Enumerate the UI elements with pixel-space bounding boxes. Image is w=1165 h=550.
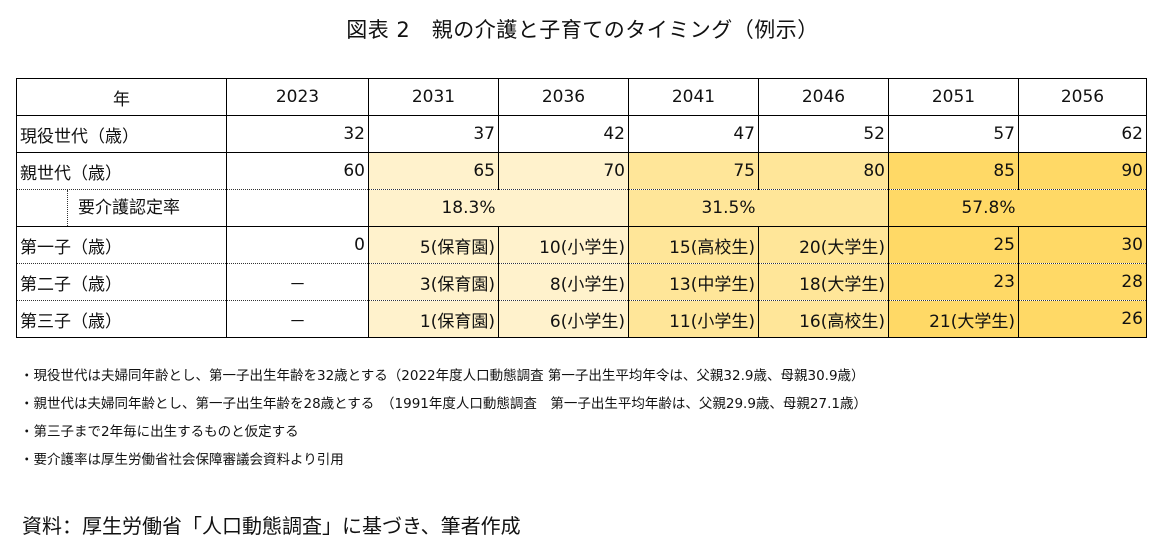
- source-note: 資料：厚生労働省「人口動態調査」に基づき、筆者作成: [22, 514, 521, 538]
- table-cell: 47: [628, 115, 759, 153]
- table-cell: 37: [368, 115, 499, 153]
- table-cell: 75: [628, 152, 759, 190]
- table-cell: 10(小学生): [498, 226, 629, 264]
- row-label-cell: 要介護認定率: [16, 189, 227, 227]
- table-cell: 3(保育園): [368, 263, 499, 301]
- table-cell: 18(大学生): [758, 263, 889, 301]
- table-cell: 31.5%: [628, 189, 759, 227]
- table-cell: 11(小学生): [628, 300, 759, 338]
- row-label: 第三子（歳）: [16, 300, 227, 338]
- table-cell: 90: [1018, 152, 1147, 190]
- table-cell: 32: [226, 115, 369, 153]
- figure-title: 図表 2 親の介護と子育てのタイミング（例示）: [346, 18, 819, 42]
- row-label: 要介護認定率: [67, 190, 180, 226]
- header-2051: 2051: [888, 78, 1019, 116]
- table-cell: 1(保育園): [368, 300, 499, 338]
- row-label: 親世代（歳）: [16, 152, 227, 190]
- table-cell: 26: [1018, 300, 1147, 338]
- timing-table: 年 2023 2031 2036 2041 2046 2051 2056 現役世…: [16, 78, 1147, 338]
- table-cell: 70: [498, 152, 629, 190]
- table-cell: [226, 189, 369, 227]
- header-2023: 2023: [226, 78, 369, 116]
- header-2036: 2036: [498, 78, 629, 116]
- note-line: ・第三子まで2年毎に出生するものと仮定する: [20, 424, 299, 440]
- table-row: 要介護認定率 18.3% 31.5% 57.8%: [16, 189, 1147, 227]
- table-header-row: 年 2023 2031 2036 2041 2046 2051 2056: [16, 78, 1147, 116]
- row-label: 現役世代（歳）: [16, 115, 227, 153]
- row-label: 第二子（歳）: [16, 263, 227, 301]
- header-2041: 2041: [628, 78, 759, 116]
- table-cell: 62: [1018, 115, 1147, 153]
- table-cell: －: [226, 300, 369, 338]
- table-row: 第一子（歳） 0 5(保育園) 10(小学生) 15(高校生) 20(大学生) …: [16, 226, 1147, 264]
- table-cell: 18.3%: [368, 189, 499, 227]
- table-cell: 85: [888, 152, 1019, 190]
- table-cell: 65: [368, 152, 499, 190]
- table-cell: [498, 189, 629, 227]
- table-cell: 6(小学生): [498, 300, 629, 338]
- table-cell: －: [226, 263, 369, 301]
- notes: ・現役世代は夫婦同年齢とし、第一子出生年齢を32歳とする（2022年度人口動態調…: [20, 362, 867, 474]
- header-2031: 2031: [368, 78, 499, 116]
- table-cell: 15(高校生): [628, 226, 759, 264]
- table-row: 第二子（歳） － 3(保育園) 8(小学生) 13(中学生) 18(大学生) 2…: [16, 263, 1147, 301]
- table-row: 親世代（歳） 60 65 70 75 80 85 90: [16, 152, 1147, 190]
- header-2056: 2056: [1018, 78, 1147, 116]
- table-cell: 8(小学生): [498, 263, 629, 301]
- header-year: 年: [16, 78, 227, 116]
- table-cell: 52: [758, 115, 889, 153]
- table-cell: 5(保育園): [368, 226, 499, 264]
- table-row: 現役世代（歳） 32 37 42 47 52 57 62: [16, 115, 1147, 153]
- table-cell: 57.8%: [888, 189, 1019, 227]
- table-row: 第三子（歳） － 1(保育園) 6(小学生) 11(小学生) 16(高校生) 2…: [16, 300, 1147, 338]
- table-cell: 16(高校生): [758, 300, 889, 338]
- note-line: ・要介護率は厚生労働省社会保障審議会資料より引用: [20, 452, 344, 468]
- table-cell: [758, 189, 889, 227]
- note-line: ・現役世代は夫婦同年齢とし、第一子出生年齢を32歳とする（2022年度人口動態調…: [20, 368, 865, 384]
- row-label: 第一子（歳）: [16, 226, 227, 264]
- table-cell: [1018, 189, 1147, 227]
- table-cell: 20(大学生): [758, 226, 889, 264]
- table-cell: 21(大学生): [888, 300, 1019, 338]
- table-cell: 0: [226, 226, 369, 264]
- table-cell: 13(中学生): [628, 263, 759, 301]
- table-cell: 57: [888, 115, 1019, 153]
- table-cell: 30: [1018, 226, 1147, 264]
- note-line: ・親世代は夫婦同年齢とし、第一子出生年齢を28歳とする （1991年度人口動態調…: [20, 396, 867, 412]
- table-cell: 23: [888, 263, 1019, 301]
- table-cell: 80: [758, 152, 889, 190]
- table-cell: 25: [888, 226, 1019, 264]
- table-cell: 42: [498, 115, 629, 153]
- table-cell: 28: [1018, 263, 1147, 301]
- header-2046: 2046: [758, 78, 889, 116]
- table-cell: 60: [226, 152, 369, 190]
